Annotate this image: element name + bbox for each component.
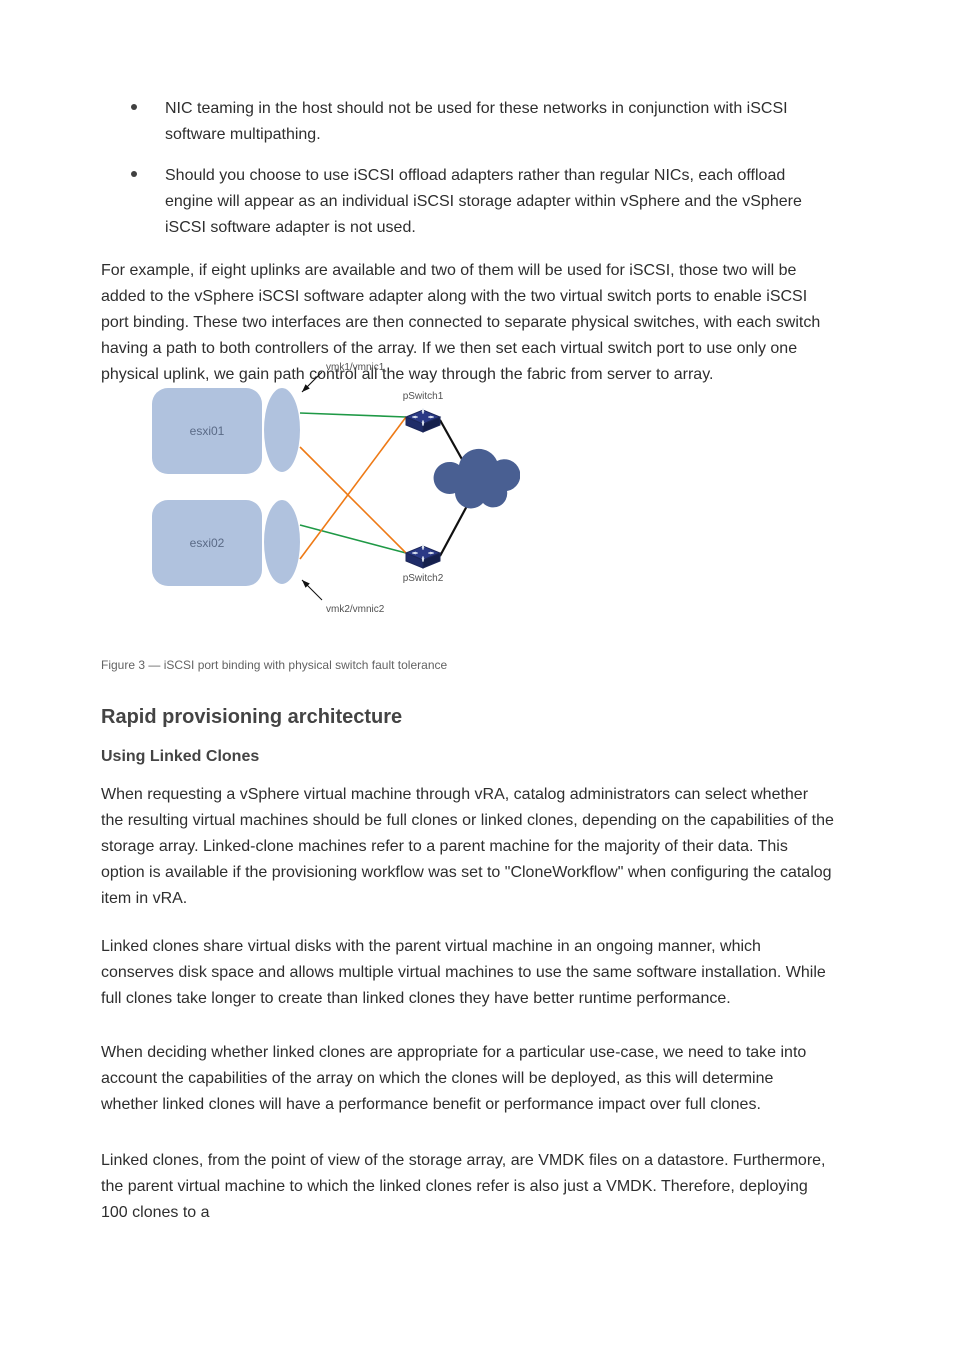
svg-text:vmk1/vmnic1: vmk1/vmnic1 xyxy=(326,362,385,373)
svg-text:pSwitch1: pSwitch1 xyxy=(403,391,444,402)
section-subheading: Using Linked Clones xyxy=(101,748,259,766)
svg-text:esxi01: esxi01 xyxy=(190,424,225,438)
svg-text:vmk2/vmnic2: vmk2/vmnic2 xyxy=(326,604,385,615)
figure-caption: Figure 3 — iSCSI port binding with physi… xyxy=(101,658,447,672)
paragraph: Linked clones, from the point of view of… xyxy=(101,1148,834,1226)
svg-text:esxi02: esxi02 xyxy=(190,536,225,550)
paragraph: When requesting a vSphere virtual machin… xyxy=(101,782,834,912)
page: NIC teaming in the host should not be us… xyxy=(0,0,954,1350)
bullet-item: Should you choose to use iSCSI offload a… xyxy=(0,163,954,241)
network-diagram: esxi01vmk1/vmnic1esxi02vmk2/vmnic2VNX540… xyxy=(0,350,520,670)
section-heading: Rapid provisioning architecture xyxy=(101,706,402,729)
paragraph: When deciding whether linked clones are … xyxy=(101,1040,834,1118)
bullet-dot-icon xyxy=(131,104,137,110)
bullet-item: NIC teaming in the host should not be us… xyxy=(0,96,954,148)
paragraph: Linked clones share virtual disks with t… xyxy=(101,934,834,1012)
bullet-text: NIC teaming in the host should not be us… xyxy=(165,96,954,148)
svg-text:pSwitch2: pSwitch2 xyxy=(403,573,444,584)
bullet-dot-icon xyxy=(131,171,137,177)
bullet-text: Should you choose to use iSCSI offload a… xyxy=(165,163,954,241)
body-span: When requesting a vSphere virtual machin… xyxy=(101,786,834,907)
